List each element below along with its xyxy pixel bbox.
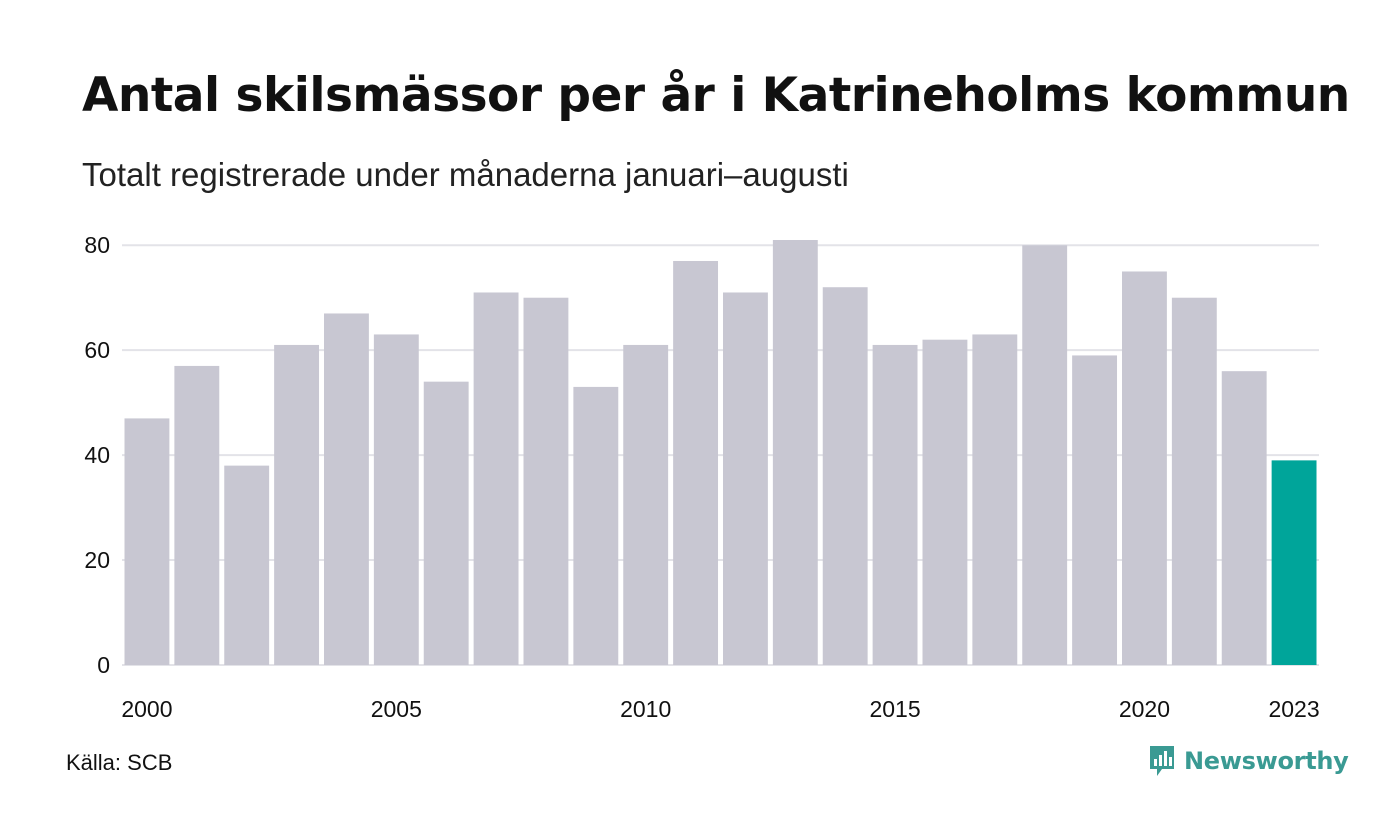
bar-2000 bbox=[124, 418, 170, 665]
bar-2006 bbox=[423, 381, 469, 665]
chart-subtitle: Totalt registrerade under månaderna janu… bbox=[82, 156, 849, 193]
bar-2013 bbox=[772, 240, 818, 665]
x-axis-ticks: 2000 2005 2010 2015 2020 2023 bbox=[121, 696, 1319, 722]
bar-2010 bbox=[623, 344, 669, 665]
y-tick-label: 20 bbox=[84, 547, 110, 573]
bar-2004 bbox=[324, 313, 369, 665]
bar-2007 bbox=[473, 292, 519, 665]
x-tick-label: 2005 bbox=[371, 696, 422, 722]
bar-2015 bbox=[872, 344, 918, 665]
y-tick-label: 60 bbox=[84, 337, 110, 363]
x-tick-label: 2000 bbox=[121, 696, 172, 722]
bar-2020 bbox=[1122, 271, 1167, 665]
bar-2021 bbox=[1171, 297, 1217, 665]
bar-2018 bbox=[1022, 245, 1068, 665]
x-tick-label: 2020 bbox=[1119, 696, 1170, 722]
x-tick-label: 2010 bbox=[620, 696, 671, 722]
bar-2019 bbox=[1072, 355, 1118, 665]
x-tick-label: 2023 bbox=[1268, 696, 1319, 722]
y-tick-label: 80 bbox=[84, 232, 110, 258]
source-note: Källa: SCB bbox=[66, 750, 173, 775]
bar-2022 bbox=[1221, 371, 1267, 665]
bar-2017 bbox=[972, 334, 1018, 665]
bar-2011 bbox=[673, 260, 719, 665]
bar-2009 bbox=[573, 386, 619, 665]
bar-chart: 0 20 40 60 80 2000 2005 2010 2015 2020 2023 bbox=[84, 232, 1319, 722]
x-tick-label: 2015 bbox=[869, 696, 920, 722]
bar-2002 bbox=[224, 465, 270, 665]
bar-2003 bbox=[274, 344, 320, 665]
bar-2005 bbox=[373, 334, 419, 665]
bar-2001 bbox=[174, 365, 220, 665]
bar-2012 bbox=[723, 292, 768, 665]
y-tick-label: 0 bbox=[97, 652, 110, 678]
chart-title: Antal skilsmässor per år i Katrineholms … bbox=[82, 68, 1350, 123]
y-tick-label: 40 bbox=[84, 442, 110, 468]
bar-2008 bbox=[523, 297, 569, 665]
bar-2023 bbox=[1271, 460, 1317, 665]
bars bbox=[124, 240, 1317, 665]
gridlines bbox=[122, 244, 1319, 666]
bar-2016 bbox=[922, 339, 968, 665]
newsworthy-logo-text: Newsworthy bbox=[1184, 747, 1349, 775]
newsworthy-logo-icon bbox=[1150, 746, 1174, 776]
y-axis-ticks: 0 20 40 60 80 bbox=[84, 232, 110, 678]
bar-2014 bbox=[822, 287, 868, 665]
newsworthy-logo: Newsworthy bbox=[1148, 744, 1349, 778]
